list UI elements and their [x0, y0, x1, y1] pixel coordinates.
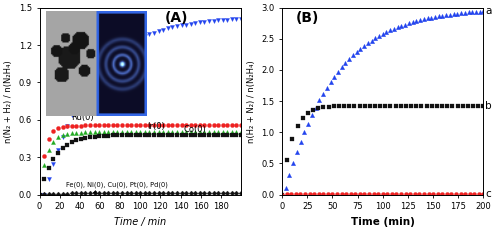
- Text: Rh(0): Rh(0): [110, 58, 133, 67]
- Text: c: c: [486, 189, 491, 199]
- X-axis label: Time / min: Time / min: [114, 217, 166, 227]
- Text: Ir(0): Ir(0): [147, 122, 165, 131]
- Text: (A): (A): [165, 11, 188, 25]
- X-axis label: Time (min): Time (min): [351, 217, 415, 227]
- Y-axis label: n(H₂ + N₂) / n(N₂H₄): n(H₂ + N₂) / n(N₂H₄): [247, 60, 255, 143]
- Text: (B): (B): [296, 11, 319, 25]
- Text: Co(0): Co(0): [184, 125, 206, 134]
- Text: Fe(0), Ni(0), Cu(0), Pt(0), Pd(0): Fe(0), Ni(0), Cu(0), Pt(0), Pd(0): [66, 182, 168, 193]
- Text: Ru(0): Ru(0): [71, 113, 93, 122]
- Y-axis label: n(N₂ + H₂) / n(N₂H₄): n(N₂ + H₂) / n(N₂H₄): [4, 60, 13, 143]
- Text: b: b: [486, 100, 492, 110]
- Text: a: a: [486, 6, 492, 16]
